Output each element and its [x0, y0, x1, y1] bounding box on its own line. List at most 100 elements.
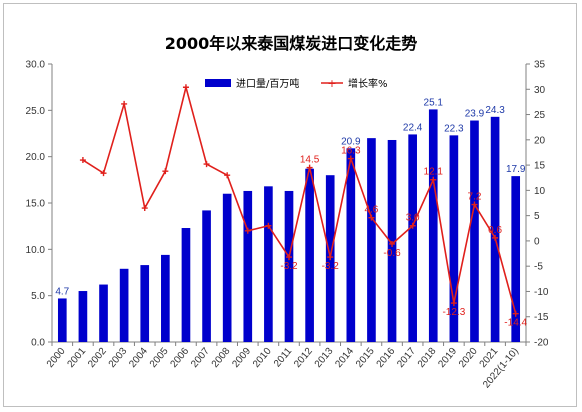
y-right-tick-label: 5 — [534, 211, 540, 222]
x-tick-label: 2010 — [251, 346, 274, 370]
line-value-label: 12.1 — [424, 167, 444, 178]
bar — [367, 138, 376, 342]
bar-value-label: 17.9 — [506, 164, 526, 175]
x-tick-label: 2000 — [45, 346, 68, 370]
y-right-tick-label: 25 — [534, 110, 546, 121]
y-right-tick-label: 0 — [534, 236, 540, 247]
x-tick-label: 2019 — [436, 346, 459, 370]
line-point — [79, 157, 86, 164]
x-tick-label: 2002 — [86, 346, 109, 370]
line-point — [512, 310, 519, 317]
x-tick-label: 2008 — [210, 346, 233, 370]
x-tick-label: 2014 — [333, 346, 356, 370]
bar — [284, 190, 294, 342]
bar — [243, 190, 253, 342]
line-point — [430, 176, 437, 183]
line-point — [203, 161, 210, 168]
bar — [408, 134, 417, 342]
data-labels-group: 4.7 20.9 22.4 25.1 22.323.9 24.3 17.9 -3.2 14.5 -… — [55, 97, 527, 328]
line-value-label: 3.0 — [406, 213, 420, 224]
legend-swatch-bar — [205, 79, 231, 87]
x-tick-label: 2007 — [189, 346, 212, 370]
bar — [449, 135, 459, 342]
bar — [57, 298, 67, 342]
legend-label-bar: 进口量/百万吨 — [236, 77, 299, 90]
bar-value-label: 4.7 — [55, 286, 69, 297]
x-tick-label: 2015 — [354, 346, 377, 370]
y-right-tick-label: -20 — [534, 338, 549, 349]
chart-title: 2000年以来泰国煤炭进口变化走势 — [164, 34, 418, 53]
line-value-label: -12.3 — [442, 307, 465, 318]
x-tick-label: 2018 — [416, 346, 439, 370]
y-right-tick-label: -10 — [534, 287, 549, 298]
bar — [202, 210, 211, 342]
x-tick-label: 2006 — [169, 346, 192, 370]
bar-value-label: 23.9 — [465, 109, 485, 120]
y-left-tick-label: 20.0 — [26, 152, 46, 163]
x-tick-label: 2011 — [272, 346, 295, 370]
bar-value-label: 20.9 — [341, 136, 361, 147]
x-tick-label: 2003 — [107, 346, 130, 370]
line-value-label: 7.2 — [468, 192, 482, 203]
bar — [222, 193, 232, 342]
bar-value-label: 22.3 — [444, 123, 464, 134]
y-left-tick-label: 5.0 — [31, 291, 45, 302]
line-point — [389, 240, 396, 247]
bar — [511, 176, 521, 342]
line-value-label: -3.2 — [280, 261, 298, 272]
legend-marker-line: + — [327, 77, 336, 90]
bar — [346, 148, 356, 342]
line-point — [327, 254, 334, 261]
x-tick-label: 2012 — [292, 346, 315, 370]
bar — [78, 291, 88, 342]
x-tick-label: 2004 — [127, 346, 150, 370]
bar-value-label: 22.4 — [403, 122, 423, 133]
bar-value-label: 24.3 — [485, 105, 505, 116]
y-left-tick-label: 10.0 — [26, 245, 46, 256]
line-value-label: 4.6 — [364, 205, 378, 216]
line-point — [244, 227, 251, 234]
line-value-label: 0.6 — [488, 225, 502, 236]
x-tick-label: 2009 — [230, 346, 253, 370]
y-right-tick-label: 35 — [534, 60, 546, 71]
x-tick-label: 2016 — [375, 346, 398, 370]
bar — [470, 120, 479, 342]
x-tick-label: 2005 — [148, 346, 171, 370]
growth-line — [82, 87, 517, 314]
line-value-label: -0.6 — [383, 248, 401, 259]
y-left-tick-label: 0.0 — [31, 338, 45, 349]
bar — [119, 268, 129, 342]
line-value-label: 16.3 — [341, 146, 361, 157]
line-point — [141, 205, 148, 212]
bar — [490, 116, 500, 342]
line-value-label: -3.2 — [322, 261, 340, 272]
line-point — [347, 155, 354, 162]
x-tick-label: 2013 — [313, 346, 336, 370]
line-group — [79, 84, 519, 317]
x-tick-label: 2017 — [395, 346, 418, 370]
line-point — [265, 222, 272, 229]
y-left-tick-label: 15.0 — [26, 199, 46, 210]
line-value-label: 14.5 — [300, 155, 320, 166]
line-point — [286, 254, 292, 261]
y-left-tick-label: 25.0 — [26, 106, 46, 117]
line-point — [162, 168, 169, 175]
y-right-tick-label: 10 — [534, 186, 546, 197]
line-point — [409, 222, 416, 229]
y-right-tick-label: -5 — [534, 262, 543, 273]
y-right-tick-label: 30 — [534, 85, 546, 96]
bar-value-label: 25.1 — [424, 97, 444, 108]
line-point — [306, 164, 313, 171]
line-point — [450, 300, 457, 307]
y-left-tick-label: 30.0 — [26, 60, 46, 71]
line-value-label: -14.4 — [504, 318, 527, 329]
line-point — [492, 234, 499, 241]
bar — [181, 228, 191, 342]
line-point — [471, 201, 478, 208]
bar — [264, 186, 273, 342]
bar — [161, 254, 170, 342]
bar — [305, 168, 314, 342]
line-point — [224, 172, 231, 179]
bar — [140, 265, 150, 342]
